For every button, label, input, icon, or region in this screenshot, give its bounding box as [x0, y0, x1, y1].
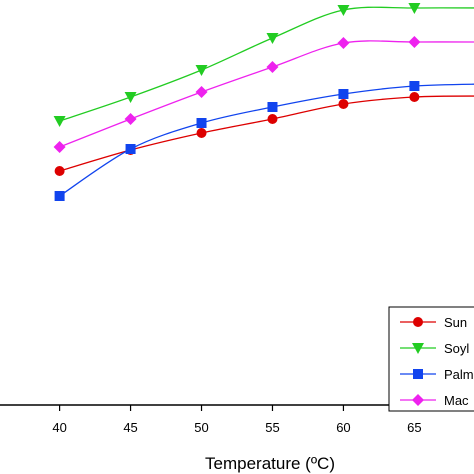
- data-point-palm: [338, 89, 349, 99]
- data-point-soyl: [195, 65, 208, 76]
- series-sun: [54, 92, 474, 176]
- x-tick-label: 60: [336, 420, 350, 435]
- series-soyl: [53, 3, 474, 127]
- legend-label: Sun: [444, 315, 467, 330]
- legend-label: Palm: [444, 367, 474, 382]
- legend-marker-mac: [412, 394, 424, 406]
- data-point-soyl: [408, 3, 421, 14]
- data-point-mac: [124, 113, 137, 125]
- data-point-soyl: [124, 92, 137, 103]
- x-tick-label: 40: [52, 420, 66, 435]
- legend-item-palm: Palm: [400, 367, 474, 382]
- series-layer: [53, 3, 474, 201]
- legend-item-soyl: Soyl: [400, 341, 469, 356]
- legend: Sun Soyl Palm Mac: [388, 306, 474, 412]
- data-point-mac: [266, 61, 279, 73]
- data-point-sun: [409, 92, 420, 102]
- x-axis-ticks: 40 45 50 55 60 65: [52, 405, 422, 435]
- data-point-palm: [125, 144, 136, 154]
- data-point-sun: [196, 128, 207, 138]
- legend-marker-sun: [413, 317, 423, 327]
- data-point-palm: [409, 81, 420, 91]
- data-point-mac: [408, 36, 421, 48]
- series-palm: [54, 81, 474, 201]
- legend-marker-soyl: [412, 343, 424, 354]
- data-point-palm: [54, 191, 65, 201]
- legend-box: [388, 306, 474, 412]
- legend-marker-palm: [413, 369, 423, 379]
- x-tick-label: 45: [123, 420, 137, 435]
- x-tick-label: 50: [194, 420, 208, 435]
- x-axis-title: Temperature (ºC): [205, 454, 335, 473]
- data-point-soyl: [266, 33, 279, 44]
- data-point-sun: [338, 99, 349, 109]
- data-point-sun: [267, 114, 278, 124]
- data-point-mac: [53, 141, 66, 153]
- series-line-sun: [59, 95, 474, 172]
- series-mac: [53, 36, 474, 153]
- x-tick-label: 55: [265, 420, 279, 435]
- data-point-soyl: [53, 116, 66, 127]
- legend-label: Soyl: [444, 341, 469, 356]
- data-point-soyl: [337, 5, 350, 16]
- legend-label: Mac: [444, 393, 469, 408]
- data-point-mac: [195, 86, 208, 98]
- data-point-palm: [267, 102, 278, 112]
- data-point-mac: [337, 37, 350, 49]
- legend-item-mac: Mac: [400, 393, 469, 408]
- data-point-palm: [196, 118, 207, 128]
- legend-item-sun: Sun: [400, 315, 467, 330]
- series-line-soyl: [59, 6, 474, 122]
- x-tick-label: 65: [407, 420, 421, 435]
- data-point-sun: [54, 166, 65, 176]
